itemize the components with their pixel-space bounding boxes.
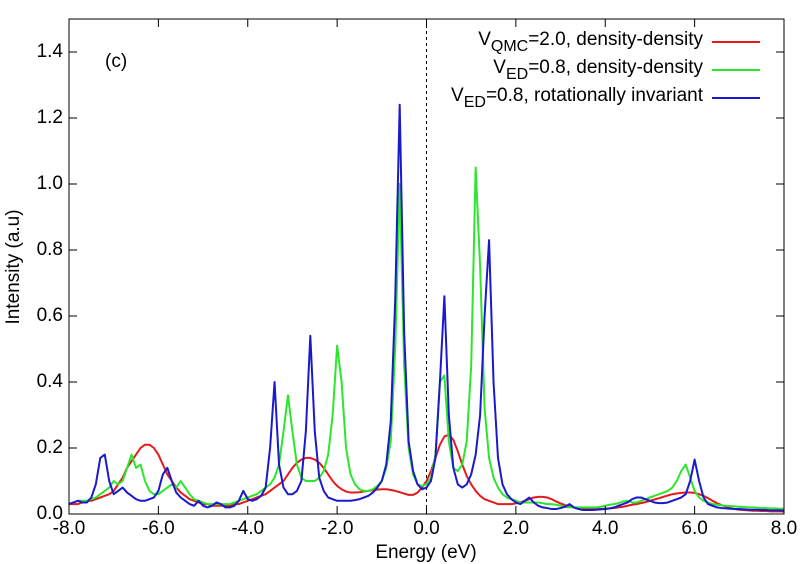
x-axis-title: Energy (eV) [375, 542, 476, 563]
x-tick-label: 8.0 [771, 518, 797, 539]
y-tick-label: 0.8 [37, 239, 63, 260]
x-tick-label: -2.0 [321, 518, 354, 539]
series-line [68, 103, 785, 512]
legend-label: VED=0.8, rotationally invariant [451, 85, 704, 111]
y-tick-label: 0.2 [37, 437, 63, 458]
y-tick-label: 0.4 [37, 371, 64, 392]
plot-area [68, 19, 785, 514]
x-tick-label: 2.0 [503, 518, 529, 539]
series-line [69, 433, 785, 513]
x-tick-label: 4.0 [592, 518, 618, 539]
y-axis-title: Intensity (a.u) [3, 209, 24, 324]
x-tick-label: 6.0 [681, 518, 707, 539]
legend-label: VQMC=2.0, density-density [478, 29, 703, 55]
y-tick-label: 1.2 [37, 107, 63, 128]
x-tick-label: -6.0 [142, 518, 175, 539]
y-tick-label: 0.6 [37, 305, 63, 326]
x-tick-label: -8.0 [53, 518, 86, 539]
series-line [68, 166, 784, 510]
y-tick-label: 0.0 [37, 503, 63, 524]
legend-label: VED=0.8, density-density [493, 57, 703, 83]
y-tick-label: 1.0 [37, 173, 63, 194]
y-tick-label: 1.4 [37, 41, 64, 62]
x-tick-label: 0.0 [413, 518, 439, 539]
x-tick-label: -4.0 [231, 518, 264, 539]
annotation: (c) [105, 51, 127, 72]
